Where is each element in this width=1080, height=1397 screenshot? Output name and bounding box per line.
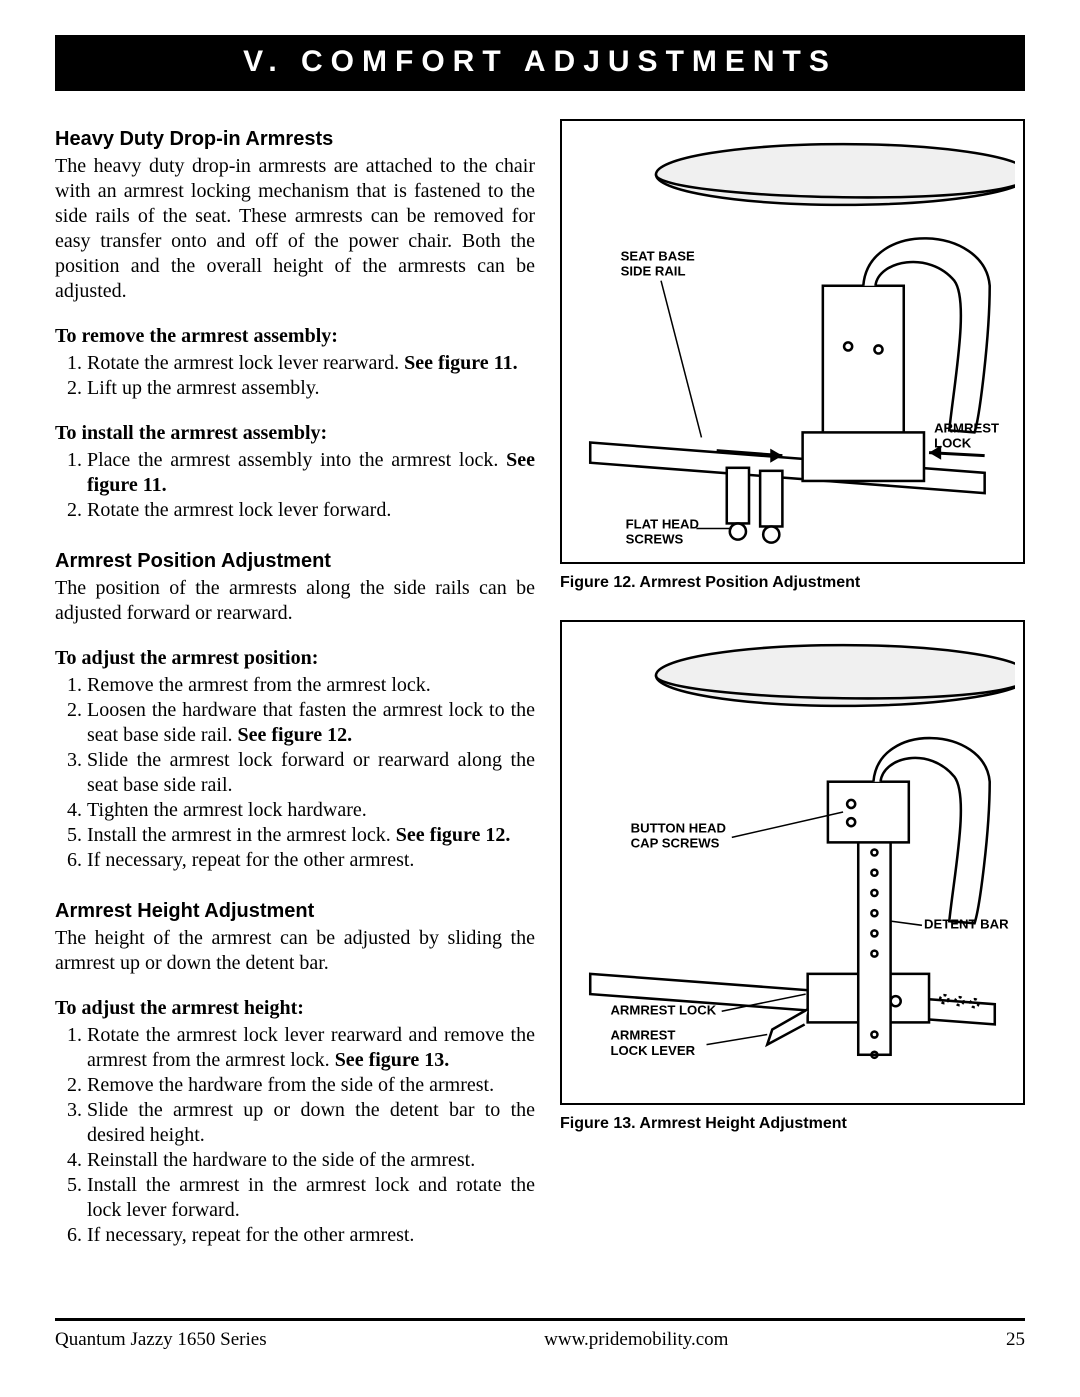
- label-armrest-lock: ARMREST LOCK: [610, 1002, 716, 1017]
- list-remove: Rotate the armrest lock lever rearward. …: [55, 351, 535, 401]
- list-adjust-pos: Remove the armrest from the armrest lock…: [55, 673, 535, 873]
- label-flathead: FLAT HEAD: [626, 516, 699, 531]
- body-s2: The position of the armrests along the s…: [55, 576, 535, 626]
- body-s3: The height of the armrest can be adjuste…: [55, 926, 535, 976]
- figure-13-caption: Figure 13. Armrest Height Adjustment: [560, 1115, 1025, 1133]
- figure-12-caption: Figure 12. Armrest Position Adjustment: [560, 574, 1025, 592]
- subhead-remove: To remove the armrest assembly:: [55, 324, 535, 349]
- heading-position-adj: Armrest Position Adjustment: [55, 549, 535, 574]
- heading-heavy-duty: Heavy Duty Drop-in Armrests: [55, 127, 535, 152]
- label-armrest: ARMREST: [934, 420, 999, 435]
- label-detent-bar: DETENT BAR: [924, 916, 1009, 931]
- text-column: Heavy Duty Drop-in Armrests The heavy du…: [55, 119, 535, 1248]
- subhead-adjust-pos: To adjust the armrest position:: [55, 646, 535, 671]
- see-figure-ref: See figure 13.: [335, 1049, 450, 1071]
- footer-page-number: 25: [1006, 1329, 1025, 1351]
- list-item: If necessary, repeat for the other armre…: [87, 1223, 535, 1248]
- list-item-text: Rotate the armrest lock lever rearward a…: [87, 1024, 535, 1071]
- body-s1: The heavy duty drop-in armrests are atta…: [55, 154, 535, 304]
- figure-13: BUTTON HEAD CAP SCREWS DETENT BAR ARMRES…: [560, 620, 1025, 1105]
- subhead-adjust-height: To adjust the armrest height:: [55, 996, 535, 1021]
- section-title: V. COMFORT ADJUSTMENTS: [55, 35, 1025, 91]
- label-cap-screws: CAP SCREWS: [631, 835, 720, 850]
- content-columns: Heavy Duty Drop-in Armrests The heavy du…: [55, 119, 1025, 1248]
- figure-13-svg: BUTTON HEAD CAP SCREWS DETENT BAR ARMRES…: [570, 630, 1015, 1095]
- page-footer: Quantum Jazzy 1650 Series www.pridemobil…: [55, 1318, 1025, 1351]
- label-screws: SCREWS: [626, 532, 684, 547]
- list-item: Rotate the armrest lock lever forward.: [87, 498, 535, 523]
- list-item: Remove the armrest from the armrest lock…: [87, 673, 535, 698]
- figures-column: SEAT BASE SIDE RAIL ARMREST LOCK FLAT HE…: [560, 119, 1025, 1248]
- footer-center: www.pridemobility.com: [544, 1329, 728, 1351]
- label-lock: LOCK: [934, 436, 972, 451]
- list-item-text: Rotate the armrest lock lever rearward.: [87, 352, 404, 374]
- label-button-head: BUTTON HEAD: [631, 820, 726, 835]
- list-install: Place the armrest assembly into the armr…: [55, 448, 535, 523]
- list-item: Tighten the armrest lock hardware.: [87, 798, 535, 823]
- heading-height-adj: Armrest Height Adjustment: [55, 899, 535, 924]
- list-adjust-height: Rotate the armrest lock lever rearward a…: [55, 1023, 535, 1248]
- list-item: Reinstall the hardware to the side of th…: [87, 1148, 535, 1173]
- figure-12-svg: SEAT BASE SIDE RAIL ARMREST LOCK FLAT HE…: [570, 129, 1015, 554]
- list-item-text: Place the armrest assembly into the armr…: [87, 449, 506, 471]
- footer-left: Quantum Jazzy 1650 Series: [55, 1329, 267, 1351]
- list-item: Slide the armrest lock forward or rearwa…: [87, 748, 535, 798]
- label-seat-base: SEAT BASE: [621, 248, 695, 263]
- see-figure-ref: See figure 12.: [238, 724, 353, 746]
- see-figure-ref: See figure 12.: [396, 824, 511, 846]
- list-item: Slide the armrest up or down the detent …: [87, 1098, 535, 1148]
- label-lever-1: ARMREST: [610, 1027, 675, 1042]
- list-item-text: Install the armrest in the armrest lock.: [87, 824, 396, 846]
- figure-12: SEAT BASE SIDE RAIL ARMREST LOCK FLAT HE…: [560, 119, 1025, 564]
- list-item: Remove the hardware from the side of the…: [87, 1073, 535, 1098]
- list-item: Lift up the armrest assembly.: [87, 376, 535, 401]
- list-item: Install the armrest in the armrest lock …: [87, 1173, 535, 1223]
- label-lever-2: LOCK LEVER: [610, 1043, 695, 1058]
- subhead-install: To install the armrest assembly:: [55, 421, 535, 446]
- label-side-rail: SIDE RAIL: [621, 264, 686, 279]
- see-figure-ref: See figure 11.: [404, 352, 518, 374]
- list-item: If necessary, repeat for the other armre…: [87, 848, 535, 873]
